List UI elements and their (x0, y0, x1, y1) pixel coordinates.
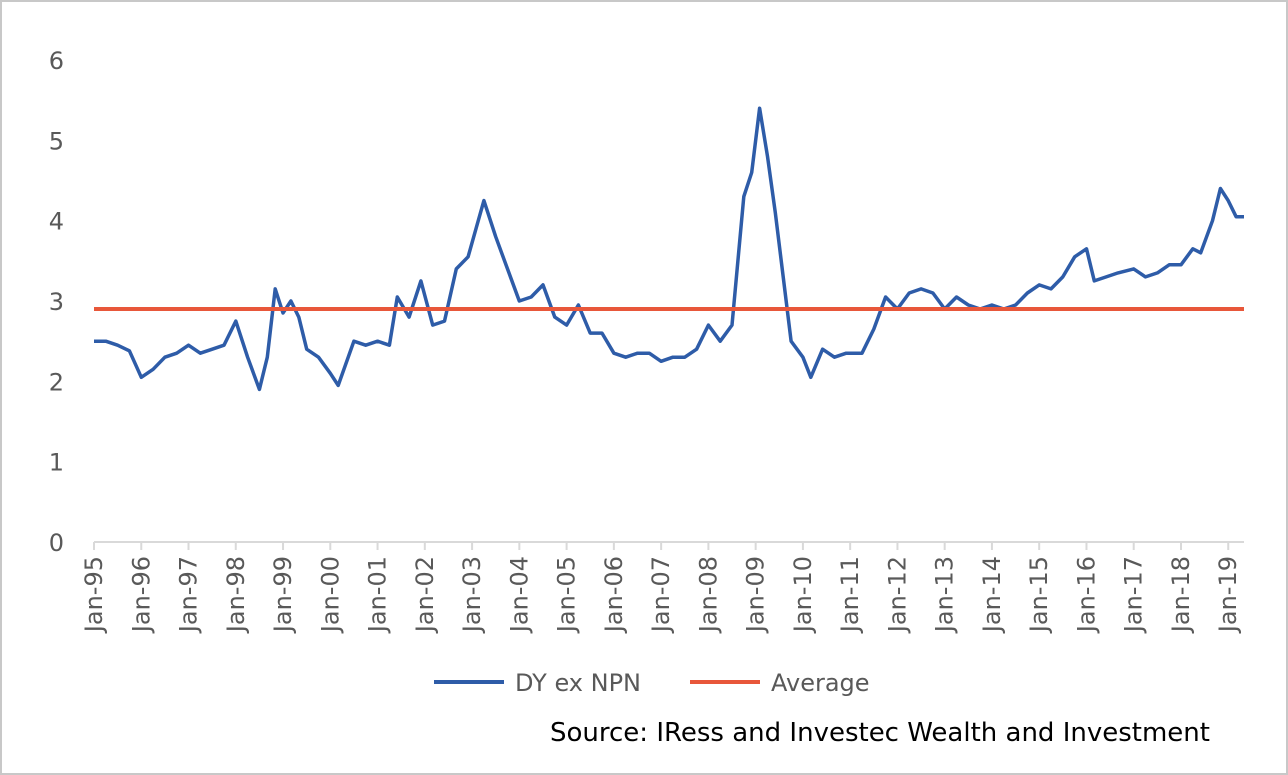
x-tick-label: Jan-14 (978, 556, 1006, 634)
x-tick-label: Jan-05 (553, 556, 581, 634)
x-tick-label: Jan-17 (1120, 556, 1148, 634)
y-tick-label: 4 (49, 208, 64, 236)
x-tick-label: Jan-07 (647, 556, 675, 634)
y-tick-label: 0 (49, 529, 64, 557)
x-tick-label: Jan-18 (1167, 556, 1195, 634)
x-tick-label: Jan-03 (458, 556, 486, 634)
y-tick-label: 6 (49, 47, 64, 75)
y-tick-label: 5 (49, 127, 64, 155)
x-tick-label: Jan-06 (600, 556, 628, 634)
x-tick-label: Jan-95 (80, 556, 108, 634)
x-tick-label: Jan-15 (1025, 556, 1053, 634)
x-tick-label: Jan-02 (411, 556, 439, 634)
x-tick-label: Jan-11 (836, 556, 864, 634)
x-tick-label: Jan-96 (127, 556, 155, 634)
y-axis-ticks: 0 1 2 3 4 5 6 (49, 47, 64, 557)
x-tick-label: Jan-10 (789, 556, 817, 634)
series-line-dy-ex-npn (94, 106, 1244, 392)
y-tick-label: 1 (49, 449, 64, 477)
series-group (94, 106, 1244, 392)
x-tick-label: Jan-16 (1072, 556, 1100, 634)
legend: DY ex NPN Average (434, 669, 870, 697)
x-tick-label: Jan-00 (316, 556, 344, 634)
x-tick-label: Jan-08 (694, 556, 722, 634)
x-tick-label: Jan-04 (505, 556, 533, 634)
x-tick-label: Jan-99 (269, 556, 297, 634)
y-tick-label: 3 (49, 288, 64, 316)
source-note: Source: IRess and Investec Wealth and In… (550, 718, 1210, 748)
x-tick-label: Jan-13 (931, 556, 959, 634)
legend-label-dy-ex-npn: DY ex NPN (515, 669, 641, 697)
x-tick-label: Jan-01 (364, 556, 392, 634)
x-tick-label: Jan-12 (883, 556, 911, 634)
x-axis-ticks: Jan-95 Jan-96 Jan-97 Jan-98 Jan-99 Jan-00 Jan-… (80, 542, 1242, 634)
x-tick-label: Jan-19 (1214, 556, 1242, 634)
legend-label-average: Average (771, 669, 870, 697)
x-tick-label: Jan-97 (175, 556, 203, 634)
y-tick-label: 2 (49, 368, 64, 396)
x-tick-label: Jan-09 (742, 556, 770, 634)
x-tick-label: Jan-98 (222, 556, 250, 634)
